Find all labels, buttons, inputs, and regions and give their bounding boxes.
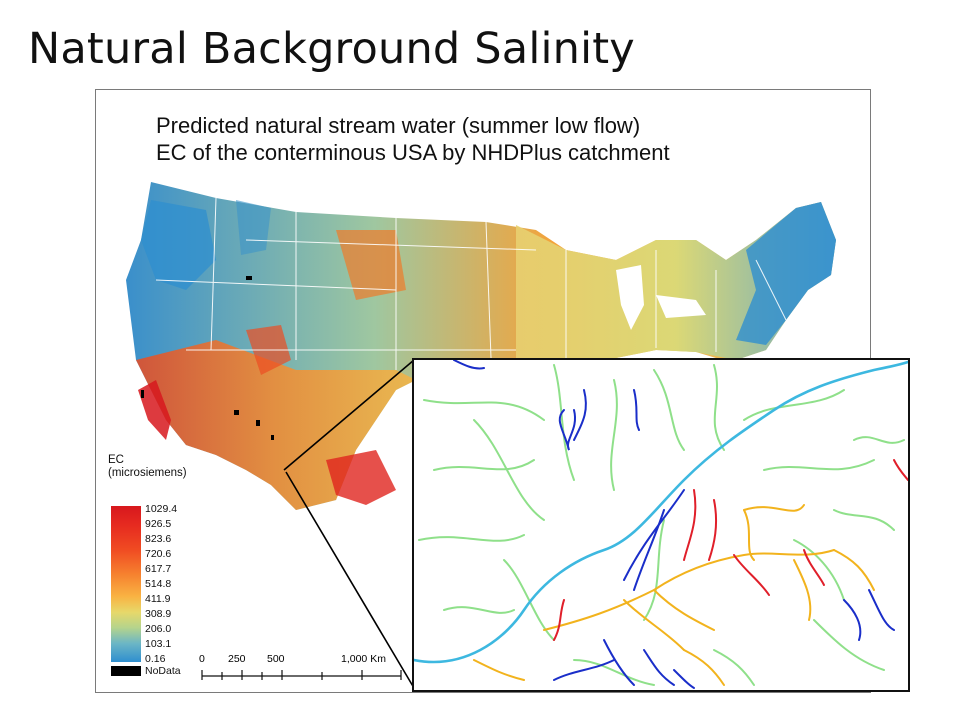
scale-label-0: 0 — [199, 653, 205, 665]
legend-tick: 1029.4 — [145, 503, 178, 515]
legend-title-line1: EC — [108, 454, 124, 466]
zoom-inset-streams — [412, 358, 910, 692]
scale-ticks — [201, 670, 402, 680]
legend-tick: 103.1 — [145, 638, 172, 650]
scale-label-500: 500 — [267, 653, 285, 665]
stream-network — [414, 360, 908, 689]
streams-low-mid — [418, 364, 905, 686]
zoom-connector-bottom — [285, 471, 415, 689]
legend-title-line2: (microsiemens) — [108, 467, 187, 479]
legend-tick: 206.0 — [145, 623, 172, 635]
high-ec-plains — [336, 230, 406, 300]
scale-label-1000: 1,000 Km — [341, 653, 386, 665]
streams-mid-high — [473, 504, 875, 686]
usa-ec-map — [126, 182, 836, 689]
nodata-swatch — [111, 666, 141, 676]
low-ec-rockies — [236, 200, 271, 255]
scale-label-250: 250 — [228, 653, 246, 665]
great-lakes — [616, 265, 706, 330]
slide-title: Natural Background Salinity — [28, 24, 635, 74]
legend-tick: 720.6 — [145, 548, 172, 560]
streams-high — [553, 459, 908, 641]
map-title-line1: Predicted natural stream water (summer l… — [156, 113, 641, 138]
scale-bar: 0 250 500 1,000 Km — [199, 653, 402, 680]
legend-tick: 0.16 — [145, 653, 166, 665]
map-title: Predicted natural stream water (summer l… — [156, 112, 670, 166]
low-ec-northeast — [736, 202, 836, 345]
zoom-connector-top — [283, 359, 415, 471]
legend-tick: 617.7 — [145, 563, 172, 575]
main-river — [414, 360, 908, 664]
legend-tick: 823.6 — [145, 533, 172, 545]
high-ec-california — [138, 380, 171, 440]
legend-tick: 926.5 — [145, 518, 172, 530]
state-boundaries — [155, 197, 787, 370]
high-ec-texas — [326, 450, 396, 505]
legend-tick: 411.9 — [145, 593, 171, 605]
legend-tick: 514.8 — [145, 578, 172, 590]
map-title-line2: EC of the conterminous USA by NHDPlus ca… — [156, 140, 670, 165]
low-ec-northwest — [141, 200, 216, 290]
legend-color-ramp — [111, 506, 141, 662]
legend: EC (microsiemens) 1029.4 926.5 823.6 720… — [108, 454, 187, 677]
nodata-areas — [141, 276, 274, 440]
streams-low — [453, 360, 895, 689]
legend-tick: 308.9 — [145, 608, 172, 620]
nodata-label: NoData — [145, 665, 181, 677]
